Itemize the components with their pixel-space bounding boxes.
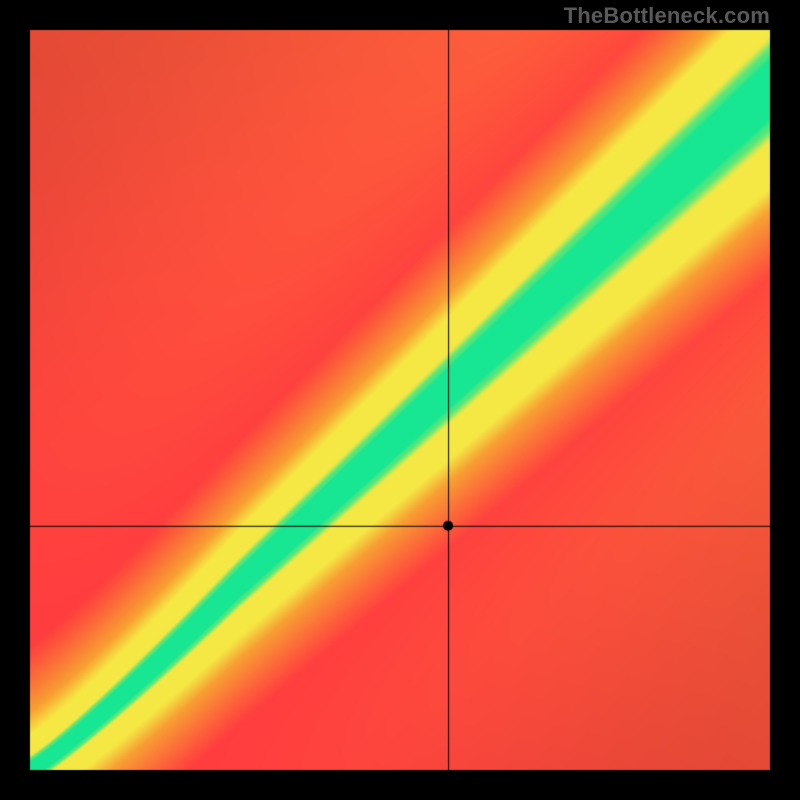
heatmap-canvas [0,0,800,800]
chart-container: TheBottleneck.com [0,0,800,800]
watermark-text: TheBottleneck.com [564,3,770,29]
